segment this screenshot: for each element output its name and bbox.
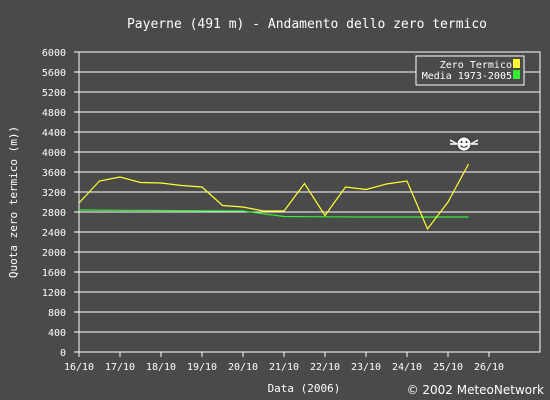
x-tick-label-20/10: 20/10: [228, 362, 258, 373]
x-tick-label-17/10: 17/10: [105, 362, 135, 373]
y-tick-label-800: 800: [48, 308, 66, 319]
y-tick-label-3600: 3600: [42, 168, 66, 179]
x-tick-label-23/10: 23/10: [351, 362, 381, 373]
x-tick-label-18/10: 18/10: [146, 362, 176, 373]
x-tick-label-24/10: 24/10: [392, 362, 422, 373]
y-tick-label-2800: 2800: [42, 208, 66, 219]
y-tick-label-4400: 4400: [42, 128, 66, 139]
y-axis-ticks: 0 400 800 1200 1600 2000 2400 2800 3200 3600 4000 4…: [42, 48, 79, 359]
plot-frame: [78, 51, 541, 353]
credit-text: © 2002 MeteoNetwork: [407, 383, 544, 397]
legend-swatch-media: [513, 70, 520, 79]
legend-swatch-zero-termico: [513, 59, 520, 68]
y-tick-label-2400: 2400: [42, 228, 66, 239]
y-tick-label-2000: 2000: [42, 248, 66, 259]
legend-label-media: Media 1973-2005: [422, 71, 512, 82]
y-tick-label-4000: 4000: [42, 148, 66, 159]
y-tick-label-5200: 5200: [42, 88, 66, 99]
series-line-media-1973-2005: [78, 209, 469, 218]
legend-label-zero-termico: Zero Termico: [440, 60, 512, 71]
y-axis-label: Quota zero termico (m)): [7, 126, 20, 278]
x-tick-label-21/10: 21/10: [269, 362, 299, 373]
x-tick-label-25/10: 25/10: [433, 362, 463, 373]
y-tick-label-0: 0: [60, 348, 66, 359]
y-tick-label-3200: 3200: [42, 188, 66, 199]
y-tick-label-400: 400: [48, 328, 66, 339]
x-tick-label-26/10: 26/10: [474, 362, 504, 373]
y-tick-label-5600: 5600: [42, 68, 66, 79]
y-tick-label-1600: 1600: [42, 268, 66, 279]
y-tick-label-1200: 1200: [42, 288, 66, 299]
y-tick-label-4800: 4800: [42, 108, 66, 119]
x-axis-ticks: 16/10 17/10 18/10 19/10 20/10 21/10 22/10 23/10…: [64, 352, 504, 373]
series-group: [78, 163, 470, 231]
y-tick-label-6000: 6000: [42, 48, 66, 59]
series-line-zero-termico: [78, 163, 470, 231]
legend-box: [415, 55, 525, 86]
grid-lines: [79, 71, 540, 333]
chart-title: Payerne (491 m) - Andamento dello zero t…: [127, 17, 487, 32]
legend: Zero Termico Media 1973-2005: [415, 55, 525, 86]
x-tick-label-16/10: 16/10: [64, 362, 94, 373]
smiley-face-icon: [449, 136, 479, 152]
x-tick-label-22/10: 22/10: [310, 362, 340, 373]
x-tick-label-19/10: 19/10: [187, 362, 217, 373]
x-axis-label: Data (2006): [268, 382, 341, 395]
